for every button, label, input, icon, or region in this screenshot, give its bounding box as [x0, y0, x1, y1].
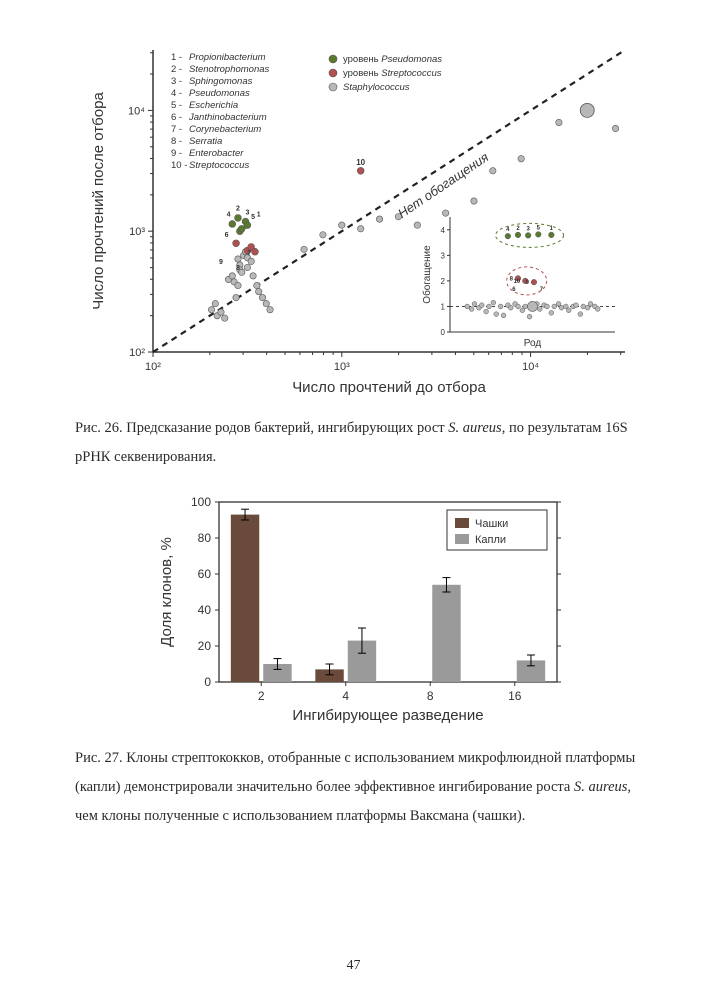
caption-italic: S. aureus: [448, 420, 501, 436]
svg-text:Pseudomonas: Pseudomonas: [189, 88, 250, 99]
svg-text:10: 10: [356, 158, 365, 167]
svg-text:1: 1: [441, 302, 446, 311]
figure-27: 0 20 40 60 80 100 Доля клонов, % Ингибирующее р…: [75, 490, 642, 831]
svg-text:10⁴: 10⁴: [128, 105, 145, 117]
caption-text: Рис. 27. Клоны стрептококков, отобранные…: [75, 750, 635, 795]
svg-text:3 -: 3 -: [171, 76, 182, 87]
svg-text:Доля клонов, %: Доля клонов, %: [158, 537, 175, 647]
svg-text:Staphylococcus: Staphylococcus: [343, 82, 410, 93]
svg-text:8: 8: [426, 689, 433, 703]
svg-text:20: 20: [197, 639, 211, 653]
svg-text:8 -: 8 -: [171, 136, 182, 147]
page-number: 47: [0, 958, 707, 974]
svg-text:16: 16: [508, 689, 522, 703]
svg-text:Обогащение: Обогащение: [421, 245, 433, 304]
svg-text:40: 40: [197, 603, 211, 617]
svg-text:6: 6: [225, 232, 229, 239]
svg-text:Капли: Капли: [475, 534, 506, 546]
svg-text:80: 80: [197, 531, 211, 545]
svg-text:2: 2: [257, 689, 264, 703]
svg-text:уровень Streptococcus: уровень Streptococcus: [343, 68, 442, 79]
figure-26: 10² 10³ 10⁴ 10² 10³ 10⁴ Число прочтений до отб…: [75, 40, 642, 472]
svg-text:Род: Род: [524, 338, 542, 349]
page: 10² 10³ 10⁴ 10² 10³ 10⁴ Число прочтений до отб…: [0, 0, 707, 1000]
svg-text:3: 3: [441, 251, 446, 260]
svg-text:10³: 10³: [334, 361, 350, 373]
svg-text:1: 1: [257, 212, 261, 219]
svg-text:10²: 10²: [145, 361, 161, 373]
svg-text:Enterobacter: Enterobacter: [189, 148, 244, 159]
svg-text:уровень Pseudomonas: уровень Pseudomonas: [343, 54, 442, 65]
svg-text:Ингибирующее разведение: Ингибирующее разведение: [292, 707, 483, 724]
svg-text:Janthinobacterium: Janthinobacterium: [188, 112, 267, 123]
svg-text:7: 7: [247, 250, 251, 257]
bar-chart: 0 20 40 60 80 100 Доля клонов, % Ингибирующее р…: [149, 490, 569, 730]
svg-text:0: 0: [441, 328, 446, 337]
svg-text:4 -: 4 -: [171, 88, 182, 99]
svg-text:Corynebacterium: Corynebacterium: [189, 124, 261, 135]
svg-text:9: 9: [219, 259, 223, 266]
svg-text:7 -: 7 -: [171, 124, 182, 135]
svg-text:Streptococcus: Streptococcus: [189, 160, 249, 171]
svg-text:60: 60: [197, 567, 211, 581]
svg-text:Sphingomonas: Sphingomonas: [189, 76, 253, 87]
svg-text:1 -: 1 -: [171, 52, 182, 63]
figure-27-caption: Рис. 27. Клоны стрептококков, отобранные…: [75, 744, 642, 831]
svg-text:10 -: 10 -: [171, 160, 187, 171]
svg-text:5: 5: [251, 214, 255, 221]
svg-text:4: 4: [342, 689, 349, 703]
svg-text:Serratia: Serratia: [189, 136, 222, 147]
svg-text:10⁴: 10⁴: [522, 361, 539, 373]
svg-text:9 -: 9 -: [171, 148, 182, 159]
svg-text:10: 10: [514, 279, 521, 285]
svg-text:Stenotrophomonas: Stenotrophomonas: [189, 64, 270, 75]
svg-text:Чашки: Чашки: [475, 518, 508, 530]
svg-text:2: 2: [236, 206, 240, 213]
svg-text:Нет обогащения: Нет обогащения: [395, 149, 491, 221]
svg-text:5 -: 5 -: [171, 100, 182, 111]
svg-text:Escherichia: Escherichia: [189, 100, 238, 111]
svg-text:Число прочтений после отбора: Число прочтений после отбора: [90, 92, 107, 310]
svg-text:4: 4: [441, 226, 446, 235]
scatter-chart: 10² 10³ 10⁴ 10² 10³ 10⁴ Число прочтений до отб…: [85, 40, 645, 400]
svg-text:3: 3: [245, 209, 249, 216]
svg-text:2: 2: [441, 277, 446, 286]
svg-text:Число прочтений до отбора: Число прочтений до отбора: [292, 379, 486, 396]
caption-text: Рис. 26. Предсказание родов бактерий, ин…: [75, 420, 448, 436]
svg-text:100: 100: [190, 495, 210, 509]
svg-text:2 -: 2 -: [171, 64, 182, 75]
svg-text:8: 8: [236, 265, 240, 272]
svg-text:10³: 10³: [129, 226, 145, 238]
svg-text:6 -: 6 -: [171, 112, 182, 123]
figure-26-caption: Рис. 26. Предсказание родов бактерий, ин…: [75, 414, 642, 472]
svg-text:4: 4: [227, 212, 231, 219]
svg-text:0: 0: [204, 675, 211, 689]
caption-italic: S. aureus: [574, 779, 627, 795]
svg-text:10²: 10²: [129, 347, 145, 359]
svg-text:Propionibacterium: Propionibacterium: [189, 52, 266, 63]
